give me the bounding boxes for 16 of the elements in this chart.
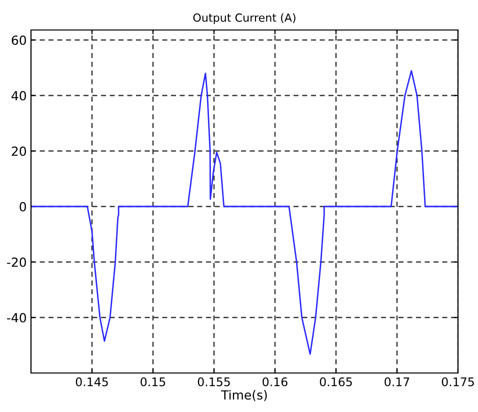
y-tick-label: -20 (7, 257, 26, 267)
x-tick-label: 0.16 (262, 377, 288, 386)
x-axis-title: Time(s) (221, 390, 267, 402)
y-tick-label: 20 (12, 146, 26, 156)
x-tick-label: 0.175 (442, 377, 474, 386)
x-tick-label: 0.165 (320, 377, 352, 386)
x-tick-label: 0.145 (76, 377, 108, 386)
y-tick-label: 0 (20, 202, 26, 212)
x-tick-label: 0.15 (140, 377, 166, 386)
x-tick-label: 0.17 (384, 377, 410, 386)
line-series (31, 70, 458, 355)
y-tick-label: -40 (7, 312, 26, 322)
chart-title: Output Current (A) (193, 13, 296, 24)
y-tick-label: 60 (12, 35, 26, 45)
x-tick-label: 0.155 (198, 377, 230, 386)
y-tick-label: 40 (12, 90, 26, 100)
